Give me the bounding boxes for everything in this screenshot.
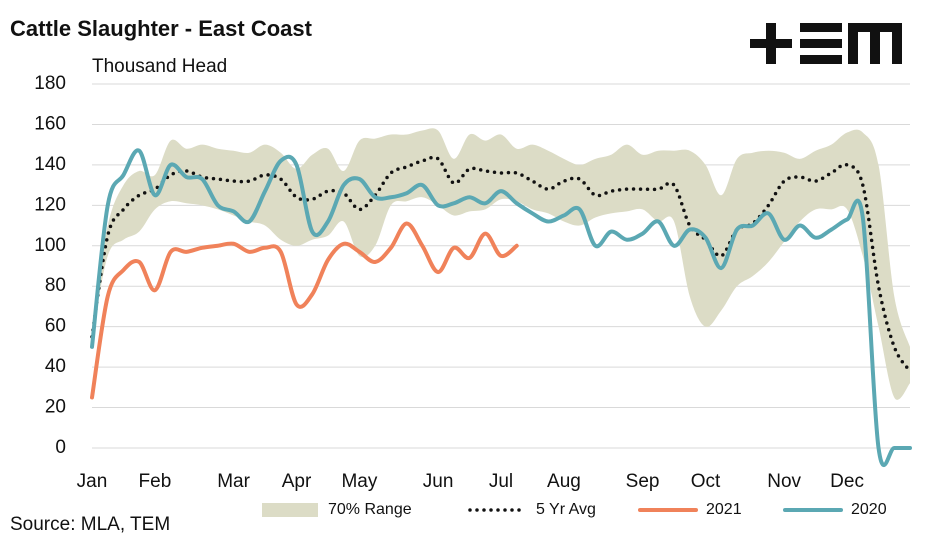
legend-label: 2021 bbox=[706, 501, 742, 518]
x-tick-label: Apr bbox=[282, 471, 312, 492]
logo-e3 bbox=[800, 55, 842, 64]
logo-e1 bbox=[800, 23, 842, 32]
x-tick-label: Nov bbox=[767, 471, 801, 492]
y-tick-label: 140 bbox=[34, 154, 66, 175]
logo-e2 bbox=[800, 39, 842, 48]
x-tick-label: Jul bbox=[489, 471, 513, 492]
y-tick-label: 160 bbox=[34, 113, 66, 134]
line-series bbox=[90, 221, 519, 400]
x-tick-label: Mar bbox=[217, 471, 250, 492]
x-tick-label: Sep bbox=[626, 471, 660, 492]
x-tick-label: Jan bbox=[77, 471, 108, 492]
x-tick-label: Aug bbox=[547, 471, 581, 492]
y-tick-label: 40 bbox=[45, 356, 66, 377]
legend-swatch bbox=[262, 503, 318, 517]
line-series bbox=[90, 155, 912, 373]
line-series bbox=[90, 148, 912, 467]
chart-title: Cattle Slaughter - East Coast bbox=[10, 16, 313, 41]
y-tick-label: 120 bbox=[34, 194, 66, 215]
logo bbox=[750, 23, 902, 64]
range-area bbox=[92, 128, 910, 400]
source-note: Source: MLA, TEM bbox=[10, 514, 170, 535]
x-tick-label: May bbox=[341, 471, 377, 492]
legend-label: 5 Yr Avg bbox=[536, 501, 596, 518]
y-tick-label: 100 bbox=[34, 235, 66, 256]
y-tick-label: 60 bbox=[45, 316, 66, 337]
logo-plus-v bbox=[766, 23, 776, 64]
y-tick-label: 0 bbox=[55, 437, 66, 458]
x-tick-label: Feb bbox=[139, 471, 172, 492]
x-tick-label: Oct bbox=[691, 471, 721, 492]
x-tick-label: Jun bbox=[423, 471, 454, 492]
legend-label: 70% Range bbox=[328, 501, 412, 518]
y-tick-label: 180 bbox=[34, 73, 66, 94]
logo-m bbox=[848, 23, 902, 64]
y-tick-label: 20 bbox=[45, 397, 66, 418]
y-axis-label: Thousand Head bbox=[92, 56, 227, 77]
y-tick-label: 80 bbox=[45, 275, 66, 296]
x-tick-label: Dec bbox=[830, 471, 864, 492]
legend-label: 2020 bbox=[851, 501, 887, 518]
